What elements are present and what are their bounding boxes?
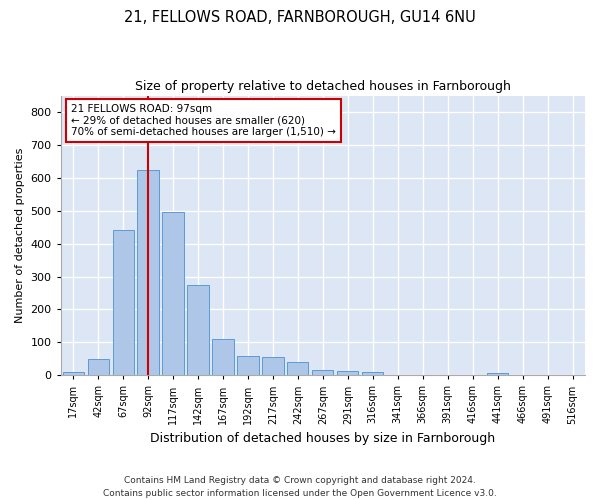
- Bar: [137, 170, 159, 376]
- X-axis label: Distribution of detached houses by size in Farnborough: Distribution of detached houses by size …: [150, 432, 496, 445]
- Bar: [212, 339, 233, 376]
- Text: 21 FELLOWS ROAD: 97sqm
← 29% of detached houses are smaller (620)
70% of semi-de: 21 FELLOWS ROAD: 97sqm ← 29% of detached…: [71, 104, 336, 137]
- Bar: [262, 357, 284, 376]
- Y-axis label: Number of detached properties: Number of detached properties: [15, 148, 25, 323]
- Bar: [62, 372, 84, 376]
- Title: Size of property relative to detached houses in Farnborough: Size of property relative to detached ho…: [135, 80, 511, 93]
- Bar: [88, 359, 109, 376]
- Text: 21, FELLOWS ROAD, FARNBOROUGH, GU14 6NU: 21, FELLOWS ROAD, FARNBOROUGH, GU14 6NU: [124, 10, 476, 25]
- Bar: [287, 362, 308, 376]
- Bar: [337, 371, 358, 376]
- Bar: [362, 372, 383, 376]
- Bar: [487, 373, 508, 376]
- Text: Contains HM Land Registry data © Crown copyright and database right 2024.
Contai: Contains HM Land Registry data © Crown c…: [103, 476, 497, 498]
- Bar: [113, 230, 134, 376]
- Bar: [238, 356, 259, 376]
- Bar: [312, 370, 334, 376]
- Bar: [163, 212, 184, 376]
- Bar: [187, 285, 209, 376]
